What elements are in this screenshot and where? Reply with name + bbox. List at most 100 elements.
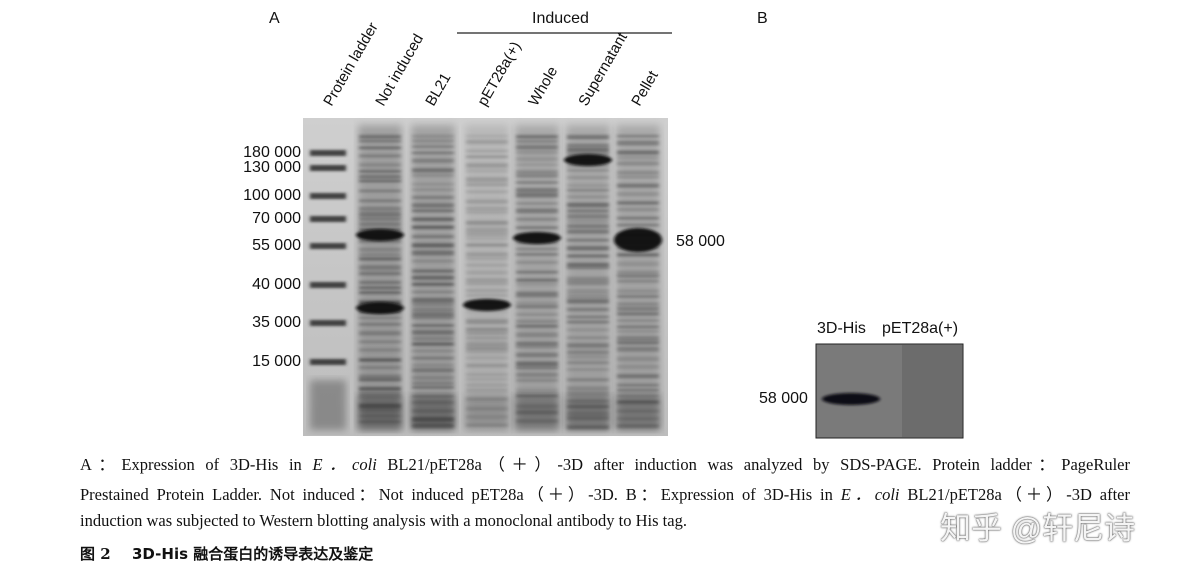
western-band	[822, 393, 880, 405]
gel-band	[617, 346, 659, 352]
gel-band	[359, 348, 401, 352]
gel-band	[412, 282, 454, 286]
gel-band	[466, 350, 508, 354]
caption-text: Prestained Protein Ladder. Not induced：N…	[80, 485, 841, 504]
lane-bottom	[358, 395, 402, 430]
gel-band	[617, 207, 659, 212]
ladder-band	[310, 359, 346, 365]
gel-b-lane	[902, 345, 962, 437]
gel-band	[466, 356, 508, 359]
gel-band	[567, 202, 609, 208]
gel-band	[567, 350, 609, 355]
ladder-band	[310, 193, 346, 199]
gel-band	[567, 246, 609, 251]
gel-band	[466, 135, 508, 138]
lane-smear	[310, 380, 346, 430]
gel-band	[412, 311, 454, 317]
gel-band	[359, 280, 401, 285]
caption-text: A：Expression of 3D-His in	[80, 455, 313, 474]
gel-band	[412, 324, 454, 327]
gel-band	[617, 302, 659, 306]
gel-band	[567, 328, 609, 331]
gel-band	[359, 365, 401, 370]
gel-band	[567, 262, 609, 267]
gel-band	[516, 202, 558, 205]
gel-band	[617, 306, 659, 311]
group-label: Induced	[532, 10, 589, 27]
gel-band	[617, 312, 659, 316]
gel-band	[466, 177, 508, 183]
gel-band	[412, 250, 454, 256]
gel-band	[412, 217, 454, 222]
gel-band	[412, 259, 454, 263]
gel-band	[567, 214, 609, 219]
gel-band	[617, 161, 659, 166]
lane-bottom	[566, 395, 610, 430]
caption-line: induction was subjected to Western blott…	[80, 511, 1130, 531]
strong-band	[513, 232, 561, 244]
gel-band	[359, 291, 401, 295]
gel-band	[359, 271, 401, 276]
gel-band	[516, 192, 558, 198]
gel-band	[567, 143, 609, 148]
gel-band	[516, 170, 558, 175]
gel-band	[412, 139, 454, 143]
gel-band	[567, 386, 609, 391]
gel-band	[466, 310, 508, 313]
gel-band	[567, 176, 609, 180]
gel-band	[412, 307, 454, 312]
ladder-band	[310, 150, 346, 156]
gel-band	[617, 223, 659, 227]
ladder-band	[310, 282, 346, 288]
gel-band	[516, 135, 558, 139]
gel-band	[516, 301, 558, 307]
ladder-band	[310, 216, 346, 222]
strong-band	[356, 302, 404, 314]
lane-label: 3D-His	[817, 320, 866, 337]
gel-band	[412, 145, 454, 148]
gel-band	[567, 276, 609, 282]
gel-band	[466, 243, 508, 247]
gel-band	[412, 225, 454, 230]
gel-band	[567, 195, 609, 199]
gel-band	[359, 135, 401, 139]
gel-band	[516, 388, 558, 394]
gel-band	[466, 346, 508, 351]
gel-band	[617, 140, 659, 146]
lane-bottom	[411, 395, 455, 430]
gel-band	[359, 154, 401, 158]
gel-band	[359, 206, 401, 211]
gel-band	[466, 263, 508, 267]
gel-band	[412, 342, 454, 346]
gel-band	[617, 330, 659, 333]
gel-band	[359, 222, 401, 227]
gel-band	[412, 336, 454, 341]
gel-band	[516, 341, 558, 346]
gel-band	[466, 363, 508, 368]
gel-band	[516, 150, 558, 155]
gel-band	[567, 378, 609, 382]
gel-band	[466, 227, 508, 233]
gel-band	[359, 322, 401, 326]
gel-band	[466, 289, 508, 292]
gel-band	[359, 374, 401, 380]
gel-band	[412, 135, 454, 138]
gel-band	[412, 269, 454, 273]
gel-band	[359, 174, 401, 179]
gel-band	[466, 155, 508, 158]
ladder-band	[310, 165, 346, 171]
gel-band	[466, 183, 508, 187]
gel-band	[617, 289, 659, 294]
caption-text: BL21/pET28a（＋）-3D after	[899, 485, 1130, 504]
gel-band	[466, 168, 508, 173]
gel-band	[359, 189, 401, 193]
gel-band	[359, 199, 401, 203]
watermark: 知乎 @轩尼诗	[940, 511, 1136, 546]
gel-band	[466, 211, 508, 214]
caption-line: A：Expression of 3D-His in E．coli BL21/pE…	[80, 451, 1130, 475]
gel-band	[412, 368, 454, 373]
gel-band	[617, 183, 659, 188]
gel-band	[359, 331, 401, 336]
marker-label: 15 000	[252, 353, 301, 370]
gel-band	[412, 329, 454, 335]
